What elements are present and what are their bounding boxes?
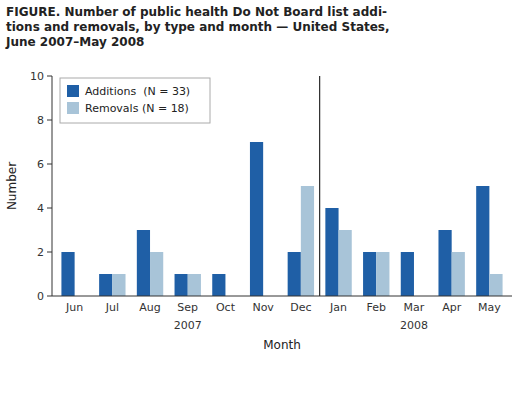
x-axis-label: Month [263,338,301,352]
y-tick-label: 10 [30,70,44,83]
bars [61,142,502,296]
y-tick [47,120,52,121]
year-label: 2008 [400,319,428,332]
bar [288,252,301,296]
bar [112,274,125,296]
bar [175,274,188,296]
x-tick-label: Nov [252,301,274,314]
bar [61,252,74,296]
year-label: 2007 [174,319,202,332]
x-tick-label: Oct [216,301,236,314]
title: FIGURE. Number of public health Do Not B… [5,5,390,49]
title-line: June 2007–May 2008 [5,35,144,49]
bar [339,230,352,296]
legend: Additions (N = 33) Removals (N = 18) [60,78,210,123]
x-tick-label: Mar [404,301,425,314]
legend-frame [60,78,210,123]
x-tick-label: Jun [65,301,83,314]
bar [476,186,489,296]
title-line: FIGURE. Number of public health Do Not B… [6,5,387,19]
y-axis [52,76,53,296]
title-line: tions and removals, by type and month — … [6,20,390,34]
x-axis [52,296,512,297]
y-tick [47,208,52,209]
bar [137,230,150,296]
y-tick-label: 2 [37,246,44,259]
bar [250,142,263,296]
bar [489,274,502,296]
x-tick-label: Sep [177,301,198,314]
bar [363,252,376,296]
bar [325,208,338,296]
x-tick-label: Aug [139,301,160,314]
bar [376,252,389,296]
legend-swatch [67,85,79,97]
x-tick-label: Dec [290,301,311,314]
x-tick-label: Apr [442,301,462,314]
legend-label: Additions (N = 33) [85,85,190,98]
legend-label: Removals (N = 18) [85,102,189,115]
y-tick [47,164,52,165]
chart: FIGURE. Number of public health Do Not B… [0,0,527,398]
x-tick-label: Feb [367,301,386,314]
x-tick-label: Jul [105,301,119,314]
y-tick [47,76,52,77]
bar [301,186,314,296]
y-tick-label: 0 [37,290,44,303]
y-axis-label: Number [5,162,19,210]
y-tick-label: 4 [37,202,44,215]
y-tick [47,296,52,297]
year-divider [319,76,320,296]
y-tick [47,252,52,253]
bar [188,274,201,296]
bar [99,274,112,296]
bar [452,252,465,296]
bar [401,252,414,296]
bar [438,230,451,296]
bar [150,252,163,296]
x-tick-label: Jan [329,301,347,314]
bar [212,274,225,296]
legend-swatch [67,102,79,114]
x-tick-label: May [478,301,501,314]
y-tick-label: 8 [37,114,44,127]
y-tick-label: 6 [37,158,44,171]
